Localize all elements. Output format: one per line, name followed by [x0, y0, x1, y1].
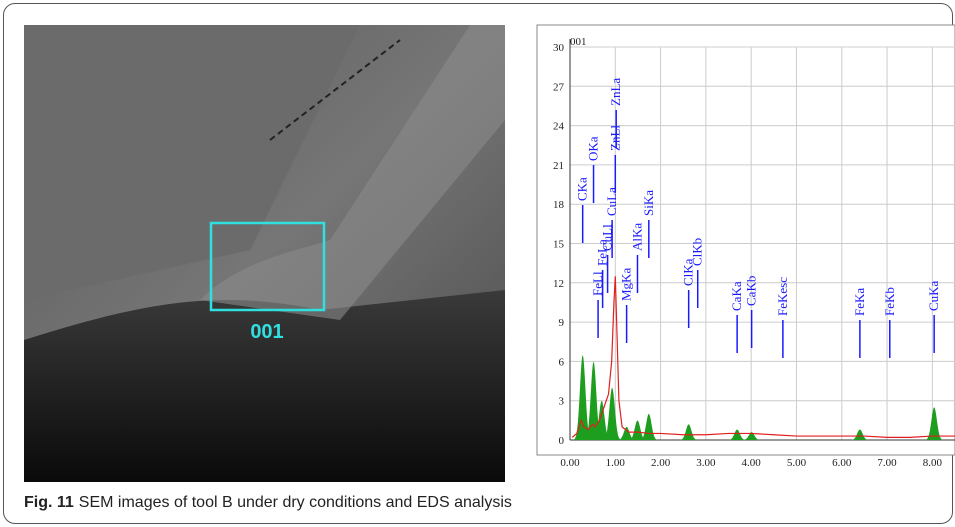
x-tick-label: 7.00 — [877, 457, 897, 469]
annotation-label: CuKa — [926, 280, 941, 311]
peak — [629, 420, 646, 440]
y-tick-label: 9 — [559, 317, 565, 329]
spectrum-line — [571, 276, 955, 438]
y-tick-label: 3 — [559, 396, 565, 408]
annotation-label: FeLa — [595, 239, 610, 266]
caption-label: Fig. 11 — [24, 494, 74, 511]
y-tick-label: 12 — [553, 278, 564, 290]
annotation-label: ClKb — [690, 238, 705, 266]
region-label: 001 — [250, 321, 283, 343]
sem-wear — [200, 25, 505, 320]
annotation-label: ZnLa — [608, 78, 623, 106]
annotation-label: CaKa — [729, 281, 744, 311]
x-tick-label: 2.00 — [651, 457, 671, 469]
y-tick-label: 30 — [553, 42, 565, 54]
y-tick-label: 27 — [553, 81, 565, 93]
x-tick-label: 6.00 — [832, 457, 852, 469]
y-tick-label: 15 — [553, 239, 565, 251]
annotation-label: SiKa — [641, 190, 656, 216]
x-tick-label: 3.00 — [696, 457, 716, 469]
peak — [926, 407, 943, 440]
x-tick-label: 4.00 — [742, 457, 762, 469]
y-tick-label: 0 — [559, 435, 565, 447]
peak — [603, 387, 621, 440]
peak — [618, 426, 635, 440]
peak — [640, 413, 657, 440]
peak — [593, 400, 610, 440]
chart-title: 001 — [570, 36, 587, 48]
y-tick-label: 24 — [553, 121, 565, 133]
annotation-label: OKa — [586, 136, 601, 161]
region-box — [209, 221, 326, 312]
peak — [680, 424, 697, 440]
chart-panel — [536, 24, 955, 456]
annotation-label: CuLa — [604, 187, 619, 216]
annotation-label: CuLl — [600, 224, 615, 251]
peak — [574, 354, 591, 440]
y-tick-label: 6 — [559, 356, 565, 368]
x-tick-label: 5.00 — [787, 457, 807, 469]
annotation-label: AlKa — [629, 223, 644, 251]
sem-flank — [24, 25, 360, 300]
y-tick-label: 21 — [553, 160, 564, 172]
y-tick-label: 18 — [553, 199, 565, 211]
peak — [743, 432, 760, 440]
peak — [585, 361, 602, 440]
annotation-label: FeKa — [852, 288, 867, 316]
annotation-label: FeKb — [882, 287, 897, 316]
x-tick-label: 0.00 — [560, 457, 580, 469]
x-tick-label: 8.00 — [923, 457, 943, 469]
annotation-label: FeKesc — [775, 277, 790, 316]
annotation-label: FeLl — [590, 271, 605, 296]
annotation-label: CKa — [575, 177, 590, 201]
annotation-label: CaKb — [744, 276, 759, 306]
caption-text: SEM images of tool B under dry condition… — [78, 494, 512, 511]
x-tick-label: 1.00 — [606, 457, 626, 469]
peak — [728, 429, 746, 440]
annotation-label: ZnLl — [607, 125, 622, 151]
sem-crack — [269, 39, 401, 141]
sem-shadow — [24, 290, 505, 482]
annotation-label: MgKa — [619, 268, 634, 301]
annotation-label: ClKa — [681, 258, 696, 286]
caption: Fig. 11 SEM images of tool B under dry co… — [24, 494, 512, 512]
peak — [851, 429, 869, 440]
